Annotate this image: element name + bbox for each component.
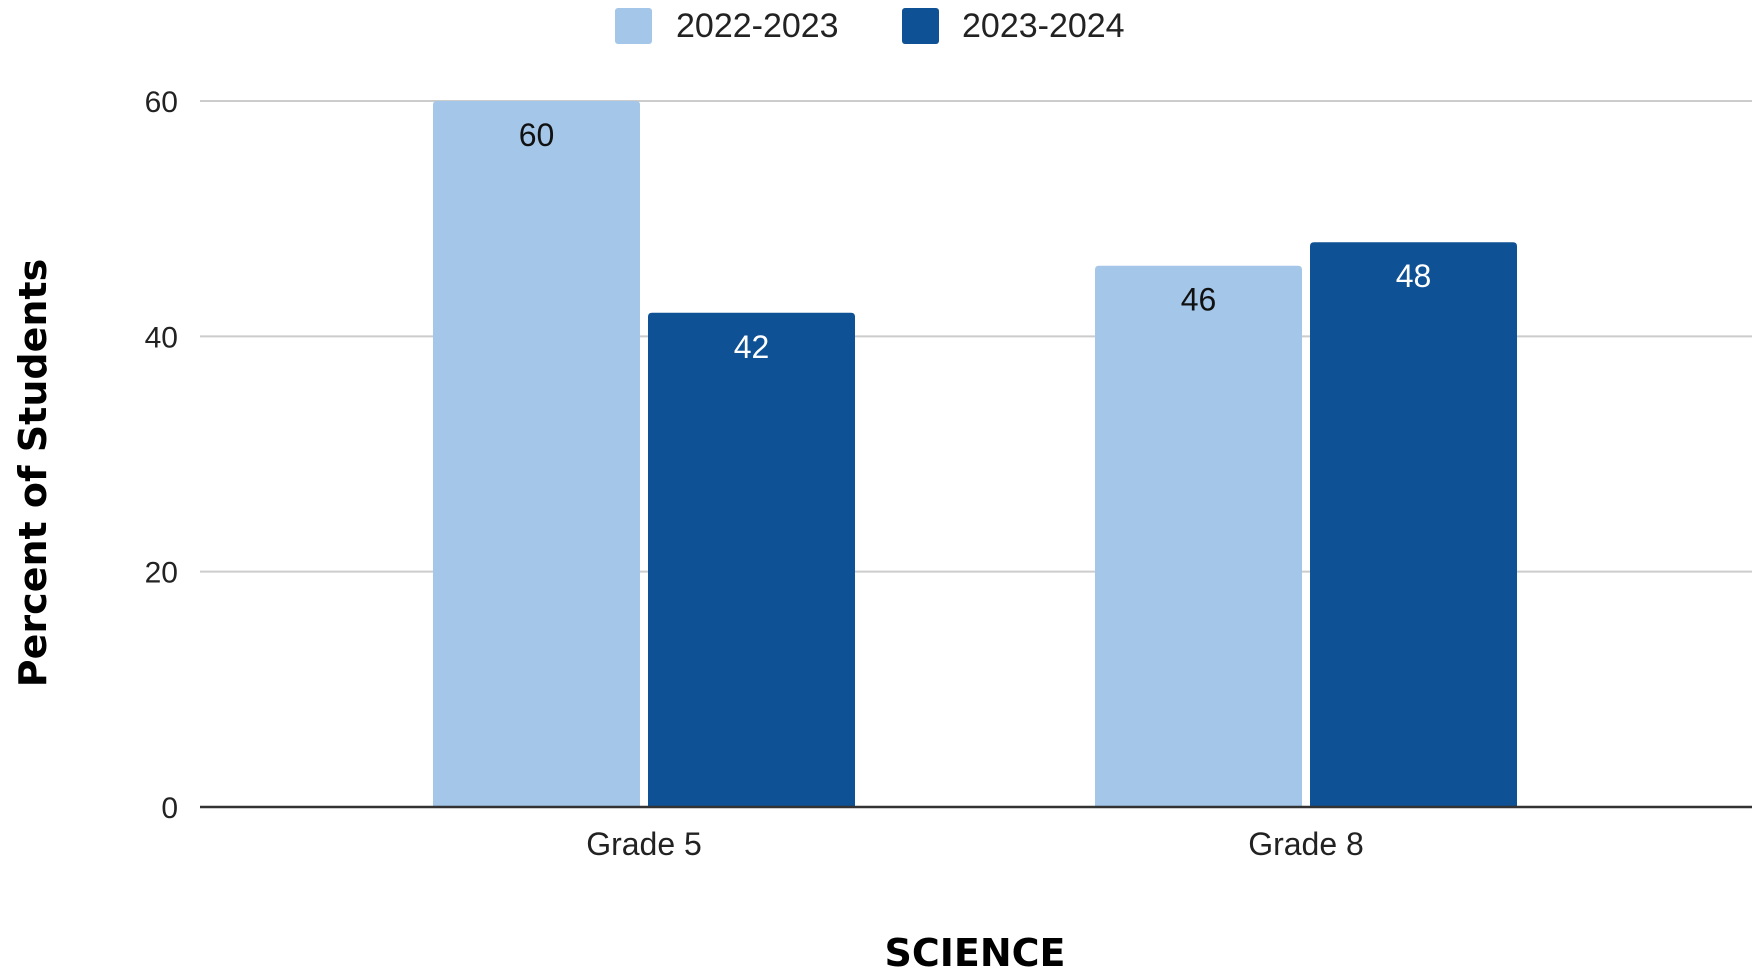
y-axis-title: Percent of Students	[11, 259, 55, 687]
legend: 2022-2023 2023-2024	[615, 7, 1125, 45]
legend-swatch-2023-2024	[902, 8, 939, 44]
y-tick-label-60: 60	[145, 86, 178, 119]
bar-grade-5-2023-2024	[648, 312, 855, 807]
y-tick-label-0: 0	[161, 792, 178, 825]
bar-grade-5-2022-2023	[433, 101, 640, 807]
gridlines	[200, 100, 1752, 573]
y-tick-label-20: 20	[145, 557, 178, 590]
bar-grade-8-2022-2023	[1095, 265, 1302, 807]
data-label-grade-8-2022-2023: 46	[1181, 282, 1217, 318]
bars	[433, 101, 1517, 807]
data-label-grade-5-2022-2023: 60	[519, 117, 555, 153]
data-labels: 60 42 46 48	[519, 117, 1432, 365]
legend-swatch-2022-2023	[615, 8, 652, 44]
x-axis-title: SCIENCE	[884, 931, 1065, 971]
data-label-grade-5-2023-2024: 42	[734, 329, 770, 365]
x-tick-label-grade-8: Grade 8	[1248, 826, 1364, 862]
x-tick-label-grade-5: Grade 5	[586, 826, 702, 862]
legend-label-2022-2023: 2022-2023	[676, 7, 839, 45]
axes: 0 20 40 60 Grade 5 Grade 8	[145, 86, 1752, 862]
y-tick-label-40: 40	[145, 321, 178, 354]
bar-grade-8-2023-2024	[1310, 242, 1517, 807]
legend-label-2023-2024: 2023-2024	[962, 7, 1125, 45]
data-label-grade-8-2023-2024: 48	[1396, 258, 1432, 294]
